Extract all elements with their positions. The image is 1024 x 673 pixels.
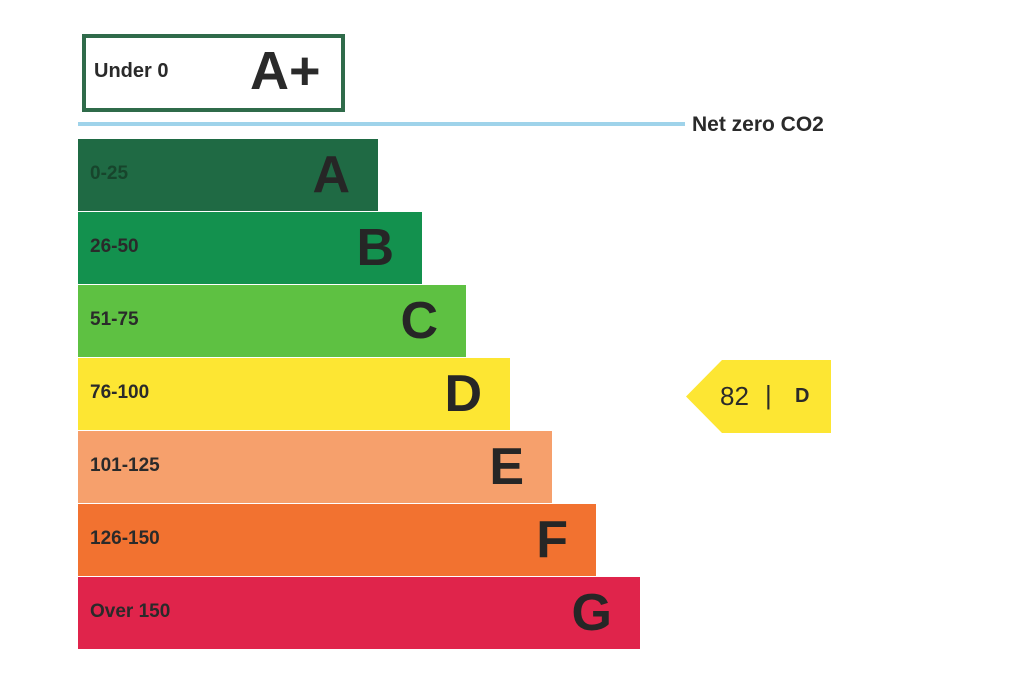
band: 101-125 E (78, 431, 552, 503)
band: 51-75 C (78, 285, 466, 357)
indicator-score: 82 (720, 381, 749, 411)
indicator-arrow (686, 360, 831, 433)
band-range: 51-75 (90, 309, 139, 330)
band-letter: G (571, 584, 612, 642)
aplus-box: Under 0 A+ (82, 34, 345, 112)
net-zero-line (78, 122, 685, 126)
band-letter: B (356, 219, 394, 277)
indicator-rating: D (795, 385, 810, 407)
band: Over 150 G (78, 577, 640, 649)
band-letter: D (444, 365, 482, 423)
indicator-separator: | (765, 380, 772, 410)
band-range: 76-100 (90, 382, 150, 403)
band-range: 26-50 (90, 236, 139, 257)
band-letter: E (489, 438, 524, 496)
band: 26-50 B (78, 212, 422, 284)
band-range: 0-25 (90, 163, 129, 184)
band-range: 101-125 (90, 455, 160, 476)
band-letter: F (536, 511, 568, 569)
band: 0-25 A (78, 139, 378, 211)
band-range: Over 150 (90, 601, 171, 622)
aplus-range: Under 0 (94, 60, 169, 82)
band-range: 126-150 (90, 528, 160, 549)
band: 76-100 D (78, 358, 510, 430)
band-letter: A (312, 146, 350, 204)
aplus-letter: A+ (250, 41, 321, 101)
net-zero-label: Net zero CO2 (692, 113, 824, 136)
band: 126-150 F (78, 504, 596, 576)
rating-indicator: 82 | D (686, 360, 831, 433)
band-letter: C (400, 292, 438, 350)
